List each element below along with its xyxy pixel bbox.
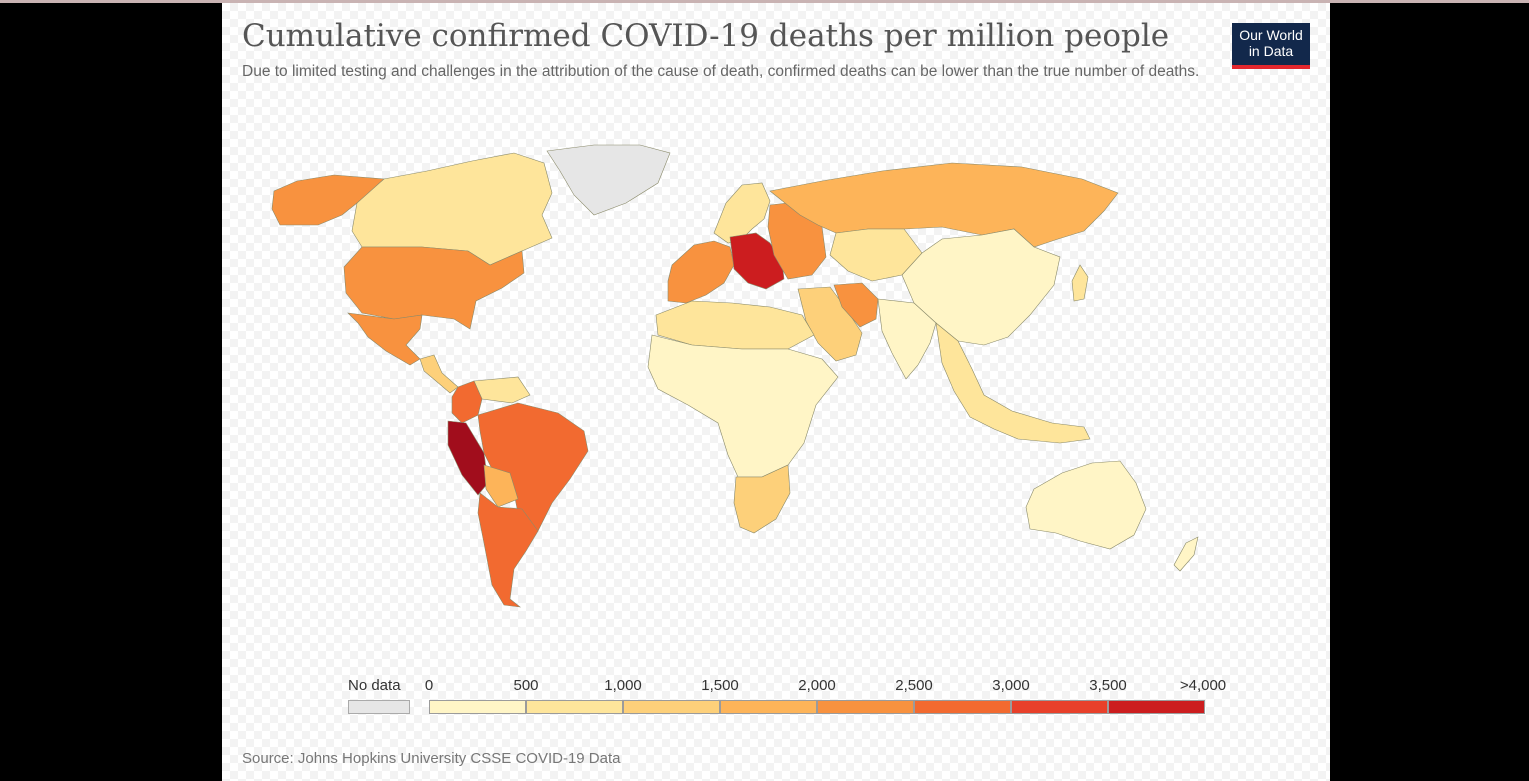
region-alaska[interactable] — [271, 174, 385, 226]
region-north-africa[interactable] — [655, 300, 815, 350]
region-western-europe[interactable] — [667, 240, 735, 304]
region-brazil[interactable] — [477, 402, 589, 532]
region-iran[interactable] — [833, 282, 879, 328]
legend-bin-2[interactable] — [623, 700, 720, 714]
region-australia[interactable] — [1025, 460, 1147, 550]
source-note: Source: Johns Hopkins University CSSE CO… — [242, 750, 621, 767]
legend-color-scale — [429, 700, 1205, 714]
legend-bin-7[interactable] — [1108, 700, 1205, 714]
region-canada[interactable] — [351, 152, 553, 266]
legend-tick-0: 0 — [424, 677, 434, 694]
chart-card: Cumulative confirmed COVID-19 deaths per… — [222, 3, 1330, 781]
region-argentina-chile[interactable] — [477, 492, 539, 608]
logo-line-2: in Data — [1248, 43, 1294, 59]
region-mexico[interactable] — [347, 312, 423, 366]
legend-tick-1: 500 — [513, 677, 539, 694]
region-japan[interactable] — [1071, 264, 1089, 302]
legend-bin-5[interactable] — [914, 700, 1011, 714]
legend-bin-6[interactable] — [1011, 700, 1108, 714]
chart-subtitle: Due to limited testing and challenges in… — [242, 63, 1200, 80]
legend-bin-1[interactable] — [526, 700, 623, 714]
region-greenland[interactable] — [546, 144, 671, 216]
legend-bin-0[interactable] — [429, 700, 526, 714]
region-usa[interactable] — [343, 246, 525, 330]
region-peru[interactable] — [447, 420, 489, 496]
region-central-america[interactable] — [419, 354, 459, 394]
region-central-europe[interactable] — [729, 232, 785, 290]
chart-title: Cumulative confirmed COVID-19 deaths per… — [242, 18, 1170, 54]
region-colombia[interactable] — [451, 380, 483, 424]
owid-logo[interactable]: Our World in Data — [1232, 23, 1310, 69]
region-south-asia[interactable] — [877, 298, 937, 380]
legend-tick-8: >4,000 — [1179, 677, 1227, 694]
legend-tick-4: 2,000 — [798, 677, 836, 694]
legend-tick-7: 3,500 — [1089, 677, 1127, 694]
legend-tick-2: 1,000 — [604, 677, 642, 694]
legend-tick-5: 2,500 — [895, 677, 933, 694]
legend-no-data-swatch — [348, 700, 410, 714]
region-venezuela[interactable] — [473, 376, 531, 404]
legend-no-data-label: No data — [348, 677, 401, 694]
region-southeast-asia[interactable] — [935, 322, 1091, 444]
world-map[interactable] — [222, 3, 1330, 781]
legend-bin-3[interactable] — [720, 700, 817, 714]
region-sub-saharan-africa[interactable] — [647, 334, 839, 478]
region-scandinavia[interactable] — [713, 182, 771, 244]
region-new-zealand[interactable] — [1173, 536, 1199, 572]
legend-bin-4[interactable] — [817, 700, 914, 714]
logo-line-1: Our World — [1239, 27, 1303, 43]
region-bolivia[interactable] — [483, 464, 519, 508]
region-southern-africa[interactable] — [733, 464, 791, 534]
legend-tick-3: 1,500 — [701, 677, 739, 694]
top-rule — [0, 0, 1529, 3]
legend-tick-6: 3,000 — [992, 677, 1030, 694]
logo-accent-bar — [1232, 65, 1310, 69]
